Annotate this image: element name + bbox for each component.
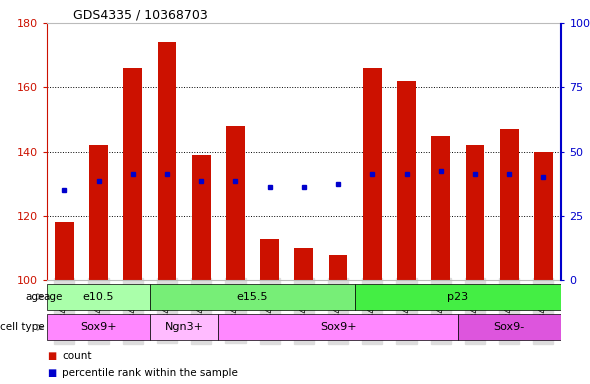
Bar (431, 136, 450, 280)
Bar (47, 314, 150, 340)
Text: percentile rank within the sample: percentile rank within the sample (62, 368, 238, 378)
Text: p23: p23 (447, 291, 468, 302)
Bar (150, 284, 355, 310)
Text: Sox9-: Sox9- (494, 322, 525, 333)
Text: Sox9+: Sox9+ (80, 322, 117, 333)
Bar (158, 42, 176, 280)
Bar (218, 314, 458, 340)
Text: age: age (25, 291, 44, 302)
Text: ■: ■ (47, 368, 57, 378)
Text: Ngn3+: Ngn3+ (165, 322, 204, 333)
Bar (55, 222, 74, 280)
Text: ■: ■ (47, 351, 57, 361)
Bar (226, 126, 245, 280)
Bar (192, 155, 211, 280)
Bar (534, 152, 553, 280)
Text: GDS4335 / 10368703: GDS4335 / 10368703 (73, 9, 208, 22)
Text: Sox9+: Sox9+ (320, 322, 356, 333)
Text: cell type: cell type (0, 322, 44, 333)
Bar (329, 255, 348, 280)
Text: e10.5: e10.5 (83, 291, 114, 302)
Bar (294, 248, 313, 280)
Bar (150, 314, 218, 340)
Bar (458, 314, 560, 340)
Bar (397, 81, 416, 280)
Bar (47, 284, 150, 310)
Text: age: age (44, 291, 63, 302)
Bar (466, 145, 484, 280)
Bar (355, 284, 560, 310)
Bar (500, 129, 519, 280)
Bar (260, 238, 279, 280)
Text: e15.5: e15.5 (237, 291, 268, 302)
Text: count: count (62, 351, 91, 361)
Bar (363, 68, 382, 280)
Bar (123, 68, 142, 280)
Bar (89, 145, 108, 280)
